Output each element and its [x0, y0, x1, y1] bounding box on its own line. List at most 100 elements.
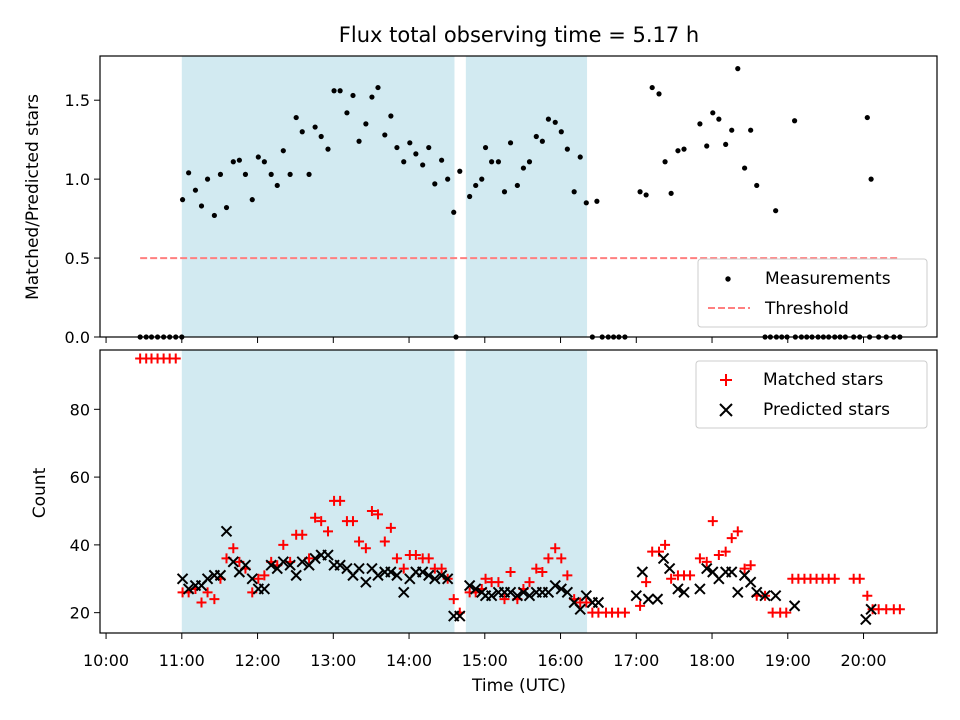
- predicted-star-point-70: [651, 593, 664, 605]
- predicted-star-point-74: [678, 586, 690, 599]
- legend-matched-label: Matched stars: [763, 370, 883, 390]
- measurement-point-61: [507, 140, 514, 146]
- measurement-point-83: [649, 84, 655, 91]
- matched-star-point-79: [641, 577, 652, 588]
- matched-star-point-36: [360, 543, 371, 554]
- measurement-point-46: [420, 162, 426, 168]
- matched-star-point-12: [209, 594, 220, 605]
- matched-star-point-66: [550, 543, 561, 554]
- matched-star-point-50: [448, 594, 459, 605]
- matched-star-point-88: [701, 556, 712, 567]
- measurement-point-26: [293, 114, 299, 121]
- x-tick-label-3: 13:00: [310, 651, 356, 670]
- legend-measurements-label: Measurements: [765, 269, 891, 289]
- matched-star-point-62: [524, 577, 535, 588]
- predicted-star-point-85: [759, 590, 771, 602]
- measurement-point-42: [394, 144, 400, 151]
- legend-threshold-label: Threshold: [764, 299, 849, 319]
- predicted-star-point-59: [549, 579, 561, 592]
- predicted-star-point-38: [416, 566, 429, 578]
- measurement-point-63: [520, 165, 527, 171]
- matched-star-point-67: [556, 553, 567, 564]
- predicted-star-point-49: [485, 590, 498, 602]
- matched-star-point-20: [259, 570, 270, 581]
- measurement-point-37: [363, 121, 369, 127]
- measurement-point-54: [467, 193, 473, 200]
- matched-star-point-93: [732, 526, 743, 537]
- measurement-point-38: [369, 94, 375, 100]
- predicted-star-point-55: [523, 590, 536, 602]
- matched-star-point-108: [829, 573, 840, 584]
- predicted-star-point-23: [322, 549, 334, 561]
- top-panel-y-axis-label: Matched/Predicted stars: [23, 94, 43, 300]
- measurement-point-34: [344, 110, 350, 116]
- top-y-tick-label-0: 0.0: [65, 328, 90, 347]
- matched-star-point-86: [685, 570, 696, 581]
- predicted-star-point-39: [423, 569, 435, 582]
- measurement-point-43: [401, 159, 407, 165]
- predicted-star-point-54: [517, 586, 530, 599]
- matched-star-point-57: [493, 577, 504, 588]
- matched-star-point-59: [505, 566, 516, 577]
- measurement-point-20: [255, 154, 261, 160]
- predicted-star-point-6: [214, 569, 227, 582]
- measurement-point-47: [426, 144, 432, 151]
- matched-star-point-95: [745, 560, 756, 571]
- predicted-star-point-89: [865, 603, 877, 615]
- bottom-shaded-interval-1: [181, 350, 455, 633]
- matched-star-point-55: [480, 573, 491, 584]
- measurement-point-49: [439, 157, 445, 163]
- matched-star-point-90: [713, 550, 724, 561]
- measurement-point-52: [457, 168, 463, 174]
- top-legend: Measurements Threshold: [697, 258, 928, 328]
- matched-star-point-42: [398, 563, 409, 574]
- measurement-point-48: [432, 181, 438, 187]
- measurement-point-12: [204, 176, 211, 182]
- bottom-y-tick-label-1: 40: [70, 536, 90, 555]
- measurement-point-31: [325, 146, 331, 152]
- matched-star-point-68: [562, 570, 573, 581]
- measurement-point-18: [242, 171, 249, 177]
- measurement-point-24: [280, 148, 286, 154]
- measurement-point-99: [773, 208, 779, 214]
- measurement-point-51: [451, 209, 457, 215]
- legend-matched-marker: [720, 374, 732, 386]
- measurement-point-87: [675, 148, 681, 154]
- bottom-axes-frame: [99, 349, 938, 634]
- measurement-point-94: [729, 127, 735, 133]
- matched-star-point-71: [581, 597, 592, 608]
- predicted-star-point-71: [657, 552, 670, 565]
- measurement-point-40: [382, 132, 388, 138]
- measurement-point-68: [552, 119, 558, 125]
- matched-star-point-38: [372, 509, 383, 520]
- x-tick-label-5: 15:00: [462, 651, 508, 670]
- measurement-point-73: [583, 200, 589, 206]
- measurement-point-71: [571, 189, 577, 195]
- predicted-star-point-52: [504, 586, 517, 599]
- measurement-point-93: [723, 141, 729, 148]
- predicted-star-point-28: [353, 562, 365, 575]
- measurement-point-45: [413, 151, 419, 157]
- matched-star-point-40: [385, 522, 396, 533]
- predicted-star-point-61: [561, 586, 574, 599]
- x-tick-label-0: 10:00: [83, 651, 129, 670]
- matched-star-point-15: [228, 543, 239, 554]
- measurement-point-82: [643, 192, 649, 198]
- matched-star-point-29: [316, 516, 327, 527]
- measurement-point-16: [230, 159, 236, 165]
- measurement-point-29: [312, 124, 318, 130]
- matched-star-point-26: [297, 529, 308, 540]
- matched-star-point-91: [720, 546, 731, 557]
- predicted-star-point-73: [672, 583, 684, 595]
- predicted-star-point-13: [258, 583, 271, 595]
- matched-star-point-32: [335, 495, 346, 506]
- measurement-point-74: [594, 198, 600, 204]
- matched-star-point-39: [379, 536, 390, 547]
- x-tick-label-9: 19:00: [765, 651, 811, 670]
- measurement-point-91: [710, 110, 716, 116]
- measurement-point-55: [473, 182, 479, 189]
- predicted-star-point-1: [182, 583, 195, 595]
- matched-star-point-19: [253, 573, 264, 584]
- predicted-star-point-60: [555, 583, 568, 595]
